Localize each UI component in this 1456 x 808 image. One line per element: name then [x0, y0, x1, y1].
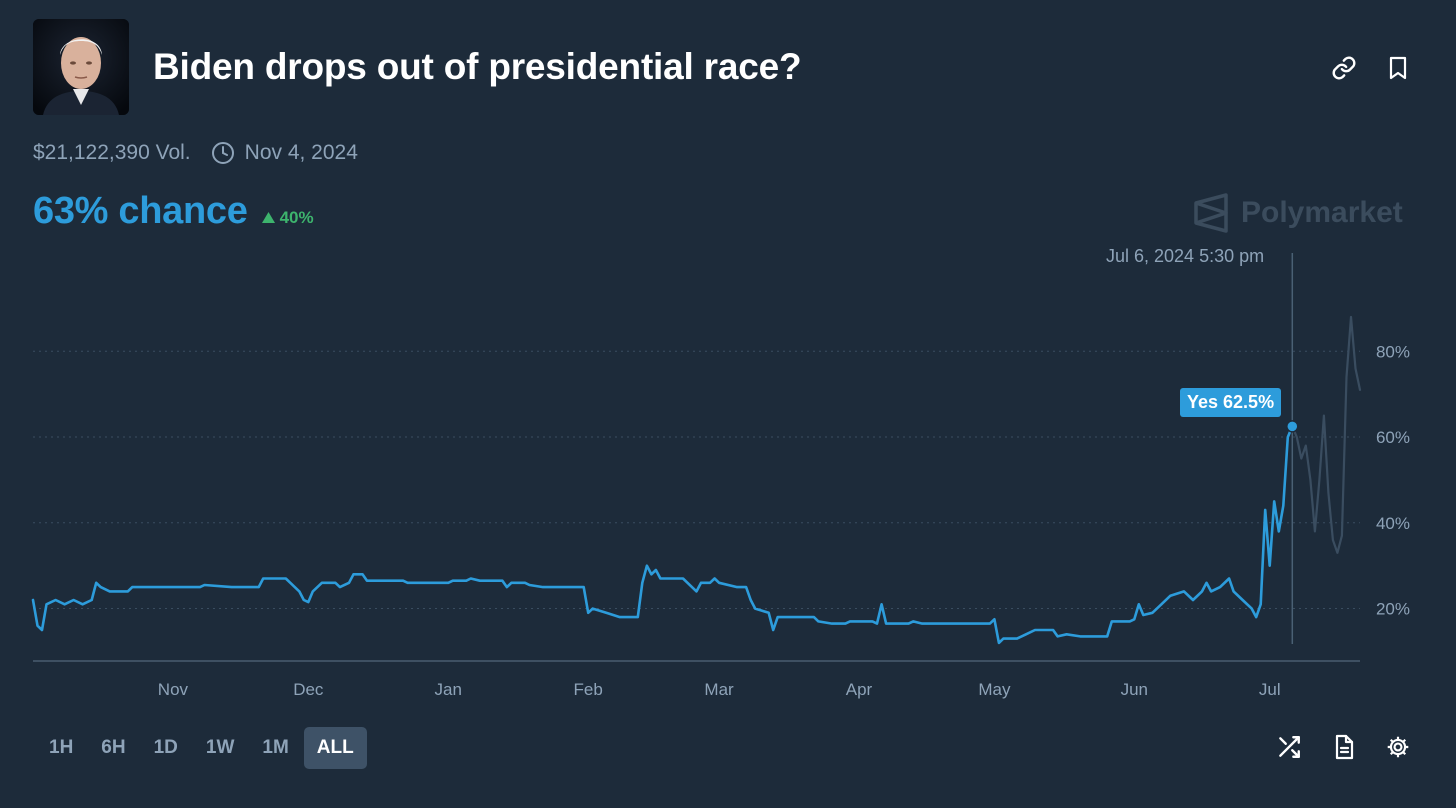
x-tick-label: Jun — [1121, 680, 1148, 699]
time-range-selector: 1H 6H 1D 1W 1M ALL — [36, 727, 369, 769]
range-button-6h[interactable]: 6H — [101, 737, 126, 758]
market-meta: $21,122,390 Vol. Nov 4, 2024 — [33, 141, 358, 165]
triangle-up-icon — [261, 212, 275, 223]
bookmark-icon — [1389, 56, 1407, 80]
change-value: 40% — [279, 207, 314, 227]
brand-name: Polymarket — [1241, 196, 1403, 229]
volume-text: $21,122,390 Vol. — [33, 141, 191, 164]
x-tick-label: Mar — [704, 680, 734, 699]
hover-tooltip: Yes 62.5% — [1180, 388, 1282, 417]
x-tick-label: Apr — [846, 680, 873, 699]
copy-link-button[interactable] — [1327, 51, 1361, 85]
rules-document-button[interactable] — [1327, 730, 1361, 764]
range-button-1w[interactable]: 1W — [205, 737, 235, 758]
range-button-1d[interactable]: 1D — [153, 737, 178, 758]
y-tick-label: 80% — [1376, 342, 1410, 361]
clock-icon — [211, 141, 235, 165]
change-badge: 40% — [261, 207, 314, 228]
chance-value: 63% chance — [33, 190, 248, 232]
x-tick-label: Feb — [574, 680, 603, 699]
settings-button[interactable] — [1381, 730, 1415, 764]
x-tick-label: Dec — [293, 680, 324, 699]
y-tick-label: 20% — [1376, 600, 1410, 619]
range-button-1m[interactable]: 1M — [262, 737, 289, 758]
range-button-1h[interactable]: 1H — [49, 737, 74, 758]
link-icon — [1332, 56, 1356, 80]
series-line-after-hover — [1291, 315, 1362, 554]
gear-icon — [1387, 736, 1409, 758]
range-button-all[interactable]: ALL — [303, 727, 367, 769]
market-avatar — [33, 19, 129, 115]
y-tick-label: 60% — [1376, 428, 1410, 447]
series-line-yes — [31, 424, 1294, 645]
hover-date: Jul 6, 2024 5:30 pm — [1106, 246, 1265, 266]
x-tick-label: May — [978, 680, 1011, 699]
document-icon — [1335, 734, 1354, 760]
hover-point — [1286, 420, 1299, 433]
y-tick-label: 40% — [1376, 514, 1410, 533]
bookmark-button[interactable] — [1381, 51, 1415, 85]
market-title: Biden drops out of presidential race? — [153, 46, 802, 87]
x-tick-label: Nov — [158, 680, 189, 699]
brand-watermark: Polymarket — [1193, 193, 1403, 233]
shuffle-button[interactable] — [1272, 730, 1306, 764]
x-tick-label: Jan — [435, 680, 462, 699]
polymarket-logo-icon — [1194, 193, 1228, 233]
chance-row: 63% chance 40% — [33, 190, 314, 233]
avatar-portrait — [33, 19, 129, 115]
end-date-text: Nov 4, 2024 — [244, 141, 358, 164]
x-tick-label: Jul — [1259, 680, 1281, 699]
shuffle-icon — [1279, 736, 1300, 758]
